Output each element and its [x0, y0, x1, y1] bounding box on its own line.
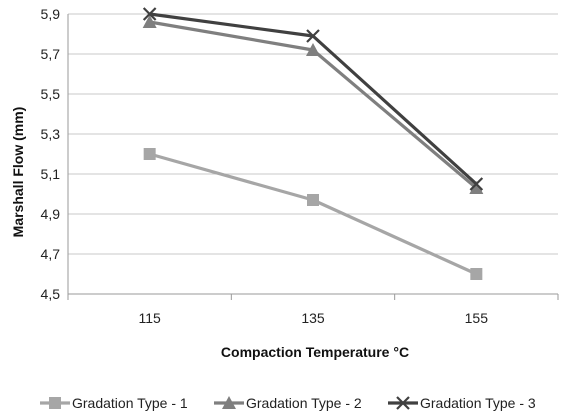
- y-tick-label: 5,3: [41, 126, 61, 142]
- tick-labels: 4,5 4,7 4,9 5,1 5,3 5,5 5,7 5,9 115 135 155: [41, 6, 489, 326]
- y-axis-title: Marshall Flow (mm): [10, 107, 26, 238]
- y-tick-label: 5,1: [41, 166, 61, 182]
- data-point-series-3: [469, 177, 484, 191]
- data-point-series-2: [469, 181, 484, 194]
- legend-swatch-marker: [222, 396, 236, 409]
- x-axis-title: Compaction Temperature °C: [221, 344, 409, 360]
- legend-item-3: Gradation Type - 3: [388, 395, 536, 411]
- legend-swatch-marker: [49, 397, 61, 409]
- x-tick-label: 115: [139, 310, 162, 326]
- y-tick-label: 5,5: [41, 86, 61, 102]
- data-point-series-2: [306, 43, 320, 56]
- legend-label: Gradation Type - 3: [420, 395, 536, 411]
- y-tick-label: 5,7: [41, 46, 61, 62]
- y-tick-label: 5,9: [41, 6, 61, 22]
- legend-swatch-marker: [396, 396, 410, 410]
- data-point-series-3: [306, 29, 320, 43]
- series-line-3: [149, 12, 478, 186]
- x-tick-label: 155: [465, 310, 489, 326]
- data-point-series-2: [142, 15, 157, 28]
- y-tick-label: 4,9: [41, 206, 61, 222]
- data-point-series-3: [142, 7, 157, 21]
- series-markers: [142, 7, 484, 280]
- x-tick-label: 135: [301, 310, 325, 326]
- y-tick-label: 4,5: [41, 286, 61, 302]
- gridlines: [68, 13, 558, 295]
- y-tick-label: 4,7: [41, 246, 61, 262]
- data-point-series-1: [470, 268, 483, 280]
- legend-label: Gradation Type - 1: [72, 395, 188, 411]
- legend-item-2: Gradation Type - 2: [214, 395, 362, 411]
- legend: Gradation Type - 1 Gradation Type - 2 Grad…: [40, 395, 536, 411]
- data-point-series-1: [143, 148, 156, 160]
- axes: [67, 14, 559, 300]
- legend-item-1: Gradation Type - 1: [40, 395, 188, 411]
- legend-label: Gradation Type - 2: [246, 395, 362, 411]
- data-point-series-1: [307, 194, 319, 206]
